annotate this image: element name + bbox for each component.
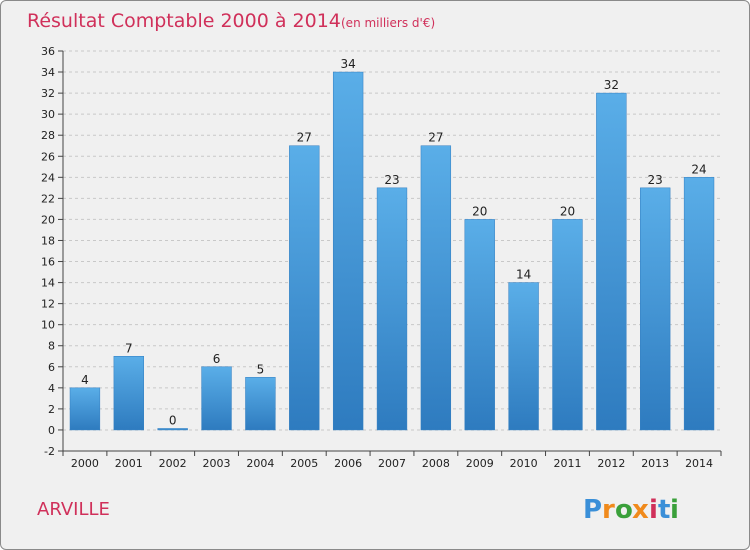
data-label-2000: 4 [81,373,89,387]
chart-subtitle: (en milliers d'€) [341,16,435,30]
bar-2009 [464,219,495,431]
x-tick-label-2003: 2003 [203,457,231,470]
y-tick-label: -2 [44,445,55,458]
bar-2007 [376,187,408,431]
data-label-2002: 0 [169,413,177,427]
bar-2008 [420,145,452,431]
x-tick-label-2012: 2012 [597,457,625,470]
x-tick-label-2013: 2013 [641,457,669,470]
bar-2011 [552,219,583,431]
x-ticks: 2000 2001 2002 2003 2004 2005 2006 2007 2008 2009… [62,451,722,470]
bars [69,71,715,431]
data-labels: 4 7 0 6 5 27 34 23 27 20 14 20 32 23 24 [81,57,707,427]
x-tick-label-2002: 2002 [159,457,187,470]
y-tick-label: 28 [41,129,55,142]
logo-letter: i [649,495,658,525]
y-tick-label: 36 [41,45,55,58]
data-label-2014: 24 [691,162,706,176]
x-tick-label-2001: 2001 [115,457,143,470]
y-tick-label: 30 [41,108,55,121]
bar-2012 [596,92,627,431]
logo-letter: t [658,495,670,525]
y-tick-label: 0 [48,424,55,437]
data-label-2008: 27 [428,131,443,145]
bar-2004 [245,377,276,431]
bar-2006 [332,71,364,431]
bar-2013 [640,187,671,431]
logo-letter: P [583,495,602,525]
bar-2001 [113,356,144,431]
x-tick-label-2011: 2011 [553,457,581,470]
x-tick-label-2008: 2008 [422,457,450,470]
data-label-2007: 23 [384,173,399,187]
data-label-2012: 32 [604,78,619,92]
y-tick-label: 2 [48,403,55,416]
y-tick-label: 8 [48,340,55,353]
y-tick-label: 22 [41,192,55,205]
x-tick-label-2010: 2010 [510,457,538,470]
y-tick-label: 26 [41,150,55,163]
x-tick-label-2007: 2007 [378,457,406,470]
x-tick-label-2005: 2005 [290,457,318,470]
logo-letter: r [602,495,615,525]
logo-letter: x [632,495,649,525]
x-tick-label-2014: 2014 [685,457,713,470]
data-label-2003: 6 [213,352,221,366]
y-tick-label: 34 [41,66,55,79]
x-tick-label-2009: 2009 [466,457,494,470]
data-label-2011: 20 [560,204,575,218]
y-tick-label: 6 [48,361,55,374]
data-label-2009: 20 [472,204,487,218]
y-tick-label: 16 [41,256,55,269]
y-tick-label: 32 [41,87,55,100]
bar-2002 [157,428,188,431]
chart-title: Résultat Comptable 2000 à 2014 [27,10,341,32]
data-label-2013: 23 [648,173,663,187]
logo-letter: o [615,495,633,525]
y-tick-label: 18 [41,234,55,247]
y-tick-label: 4 [48,382,55,395]
y-tick-label: 14 [41,277,55,290]
city-name: ARVILLE [37,499,110,520]
data-label-2005: 27 [297,131,312,145]
y-tick-label: 12 [41,298,55,311]
data-label-2001: 7 [125,341,133,355]
x-tick-label-2006: 2006 [334,457,362,470]
bar-2003 [201,366,232,431]
data-label-2010: 14 [516,268,531,282]
y-tick-label: 24 [41,171,55,184]
data-label-2006: 34 [340,57,355,71]
x-tick-label-2004: 2004 [246,457,274,470]
bar-2010 [508,282,539,431]
bar-2005 [289,145,320,431]
x-tick-label-2000: 2000 [71,457,99,470]
y-tick-label: 10 [41,319,55,332]
y-tick-label: 20 [41,213,55,226]
bar-2000 [69,387,101,431]
data-label-2004: 5 [257,362,265,376]
logo-letter: i [670,495,679,525]
bar-2014 [683,177,715,431]
